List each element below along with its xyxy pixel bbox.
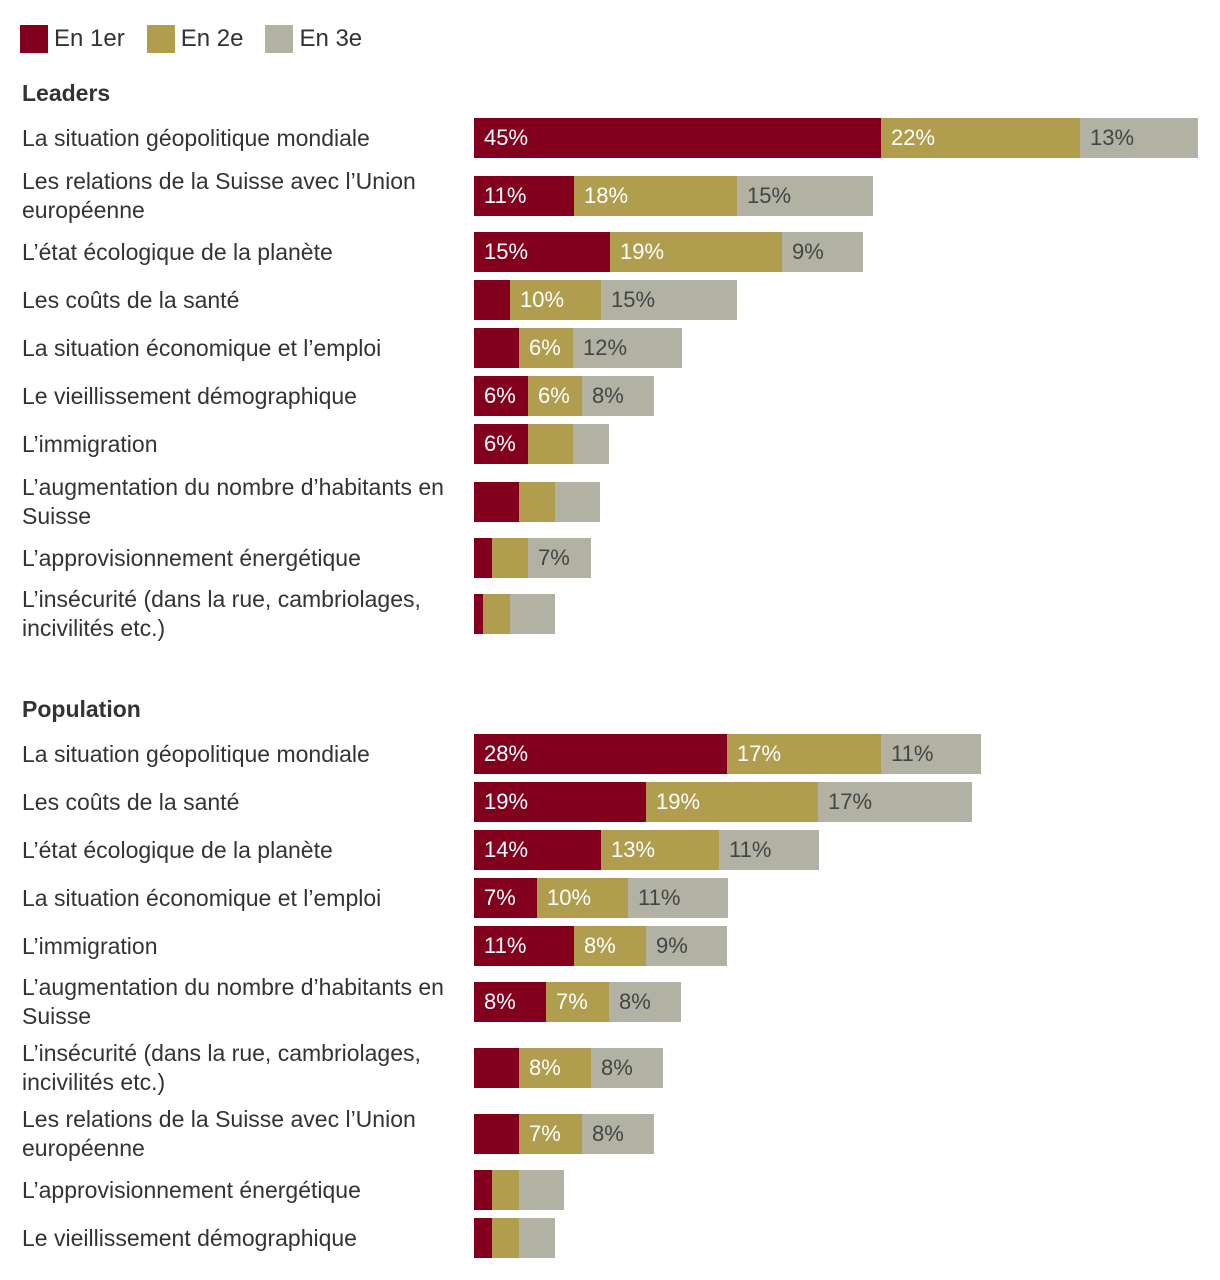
category-label: L’état écologique de la planète (22, 238, 333, 265)
category-label: Les coûts de la santé (22, 788, 240, 815)
category-label: L’immigration (22, 430, 158, 457)
legend: En 1er En 2e En 3e (20, 24, 384, 54)
bar-segment-second: 13% (601, 830, 719, 870)
bar-segment-second: 19% (610, 232, 782, 272)
section-title-leaders: Leaders (22, 80, 111, 106)
bar-segment-third: 17% (818, 782, 972, 822)
bar-segment-first (474, 1114, 519, 1154)
bar-segment-first: 11% (474, 926, 574, 966)
bar-segment-first (474, 538, 492, 578)
bar-segment-first (474, 328, 519, 368)
category-label: La situation géopolitique mondiale (22, 740, 370, 767)
bar-segment-second (483, 594, 510, 634)
bar-segment-first: 28% (474, 734, 727, 774)
bar-segment-first (474, 1048, 519, 1088)
bar-segment-second (492, 1218, 519, 1258)
bar-segment-third: 8% (591, 1048, 663, 1088)
bar-segment-first: 11% (474, 176, 574, 216)
category-label: L’augmentation du nombre d’habitants en … (22, 474, 444, 529)
bar-segment-second (492, 538, 528, 578)
bar-segment-second: 8% (519, 1048, 591, 1088)
category-label: Les coûts de la santé (22, 286, 240, 313)
bar-segment-third: 9% (646, 926, 727, 966)
bar-segment-first: 19% (474, 782, 646, 822)
category-label: Le vieillissement démographique (22, 1224, 357, 1251)
category-label: L’approvisionnement énergétique (22, 544, 361, 571)
category-label: La situation géopolitique mondiale (22, 124, 370, 151)
legend-label-second: En 2e (180, 25, 244, 52)
category-label: L’approvisionnement énergétique (22, 1176, 361, 1203)
category-label: L’état écologique de la planète (22, 836, 333, 863)
bar-segment-first: 7% (474, 878, 537, 918)
bar-segment-third (519, 1170, 564, 1210)
bar-segment-first (474, 280, 510, 320)
legend-item-second: En 2e (146, 25, 244, 53)
bar-segment-third: 12% (573, 328, 682, 368)
bar-segment-first (474, 594, 484, 634)
bar-segment-third (519, 1218, 555, 1258)
bar-segment-third: 13% (1080, 118, 1198, 158)
legend-label-first: En 1er (54, 25, 125, 52)
bar-segment-second: 22% (881, 118, 1080, 158)
bar-segment-third (510, 594, 555, 634)
bar-segment-third (555, 482, 600, 522)
legend-item-first: En 1er (20, 25, 125, 53)
bar-segment-second: 7% (546, 982, 609, 1022)
bar-segment-second (528, 424, 573, 464)
bar-segment-third: 8% (582, 376, 654, 416)
legend-item-third: En 3e (265, 25, 362, 53)
legend-swatch-second (146, 25, 175, 53)
bar-segment-third: 11% (628, 878, 728, 918)
category-label: L’immigration (22, 932, 158, 959)
bar-segment-first: 45% (474, 118, 881, 158)
bar-segment-first: 6% (474, 424, 528, 464)
category-label: La situation économique et l’emploi (22, 884, 382, 911)
section-title-population: Population (22, 696, 141, 722)
bar-segment-third: 15% (737, 176, 873, 216)
legend-label-third: En 3e (299, 25, 363, 52)
category-label: L’insécurité (dans la rue, cambriolages,… (22, 586, 421, 641)
bar-segment-second: 10% (537, 878, 628, 918)
bar-segment-third: 8% (582, 1114, 654, 1154)
bar-segment-third: 8% (609, 982, 681, 1022)
bar-segment-third: 7% (528, 538, 591, 578)
category-label: L’augmentation du nombre d’habitants en … (22, 974, 444, 1029)
category-label: La situation économique et l’emploi (22, 334, 382, 361)
bar-segment-third: 15% (601, 280, 737, 320)
bar-segment-second: 6% (528, 376, 582, 416)
bar-segment-first: 6% (474, 376, 528, 416)
bar-segment-second: 17% (727, 734, 881, 774)
bar-segment-second: 18% (574, 176, 737, 216)
bar-segment-first: 8% (474, 982, 546, 1022)
bar-segment-first (474, 1170, 492, 1210)
bar-segment-second: 10% (510, 280, 601, 320)
bar-segment-second (519, 482, 555, 522)
bar-segment-second: 6% (519, 328, 573, 368)
bar-segment-third: 9% (782, 232, 863, 272)
category-label: Le vieillissement démographique (22, 382, 357, 409)
category-label: Les relations de la Suisse avec l’Union … (22, 1106, 416, 1161)
bar-segment-second: 8% (574, 926, 646, 966)
bar-segment-third: 11% (881, 734, 981, 774)
category-label: Les relations de la Suisse avec l’Union … (22, 168, 416, 223)
category-label: L’insécurité (dans la rue, cambriolages,… (22, 1040, 421, 1095)
legend-swatch-first (20, 25, 48, 53)
bar-segment-second: 7% (519, 1114, 582, 1154)
bar-segment-third (573, 424, 609, 464)
bar-segment-third: 11% (719, 830, 819, 870)
bar-segment-second (492, 1170, 519, 1210)
bar-segment-first: 14% (474, 830, 601, 870)
bar-segment-first (474, 482, 519, 522)
bar-segment-first: 15% (474, 232, 610, 272)
bar-segment-first (474, 1218, 492, 1258)
legend-swatch-third (265, 25, 294, 53)
bar-segment-second: 19% (646, 782, 818, 822)
